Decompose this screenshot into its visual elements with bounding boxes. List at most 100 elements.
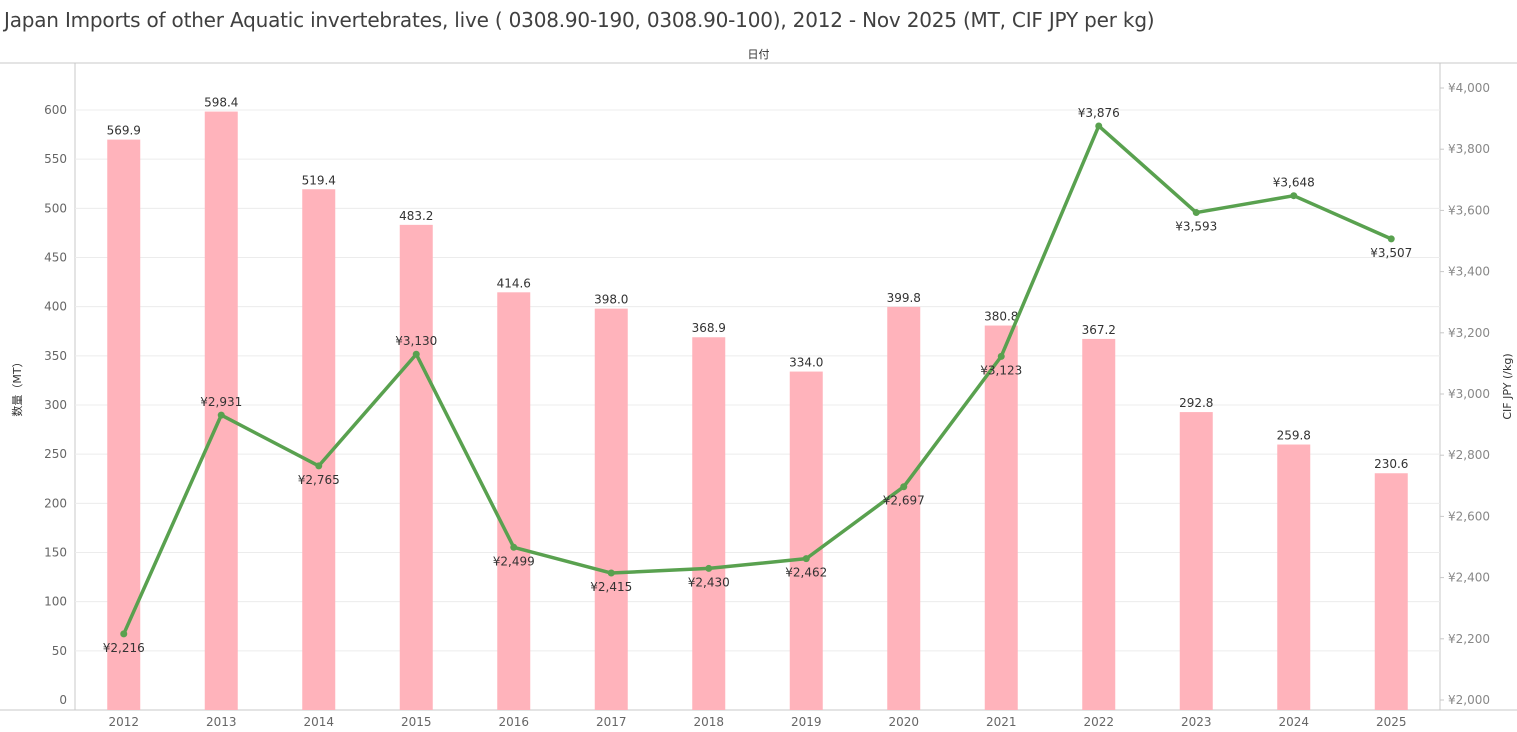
x-tick-label: 2018 (693, 715, 724, 729)
y-tick-label: 150 (44, 546, 67, 560)
price-value-label: ¥3,593 (1175, 220, 1217, 234)
y-tick-label: 250 (44, 447, 67, 461)
bar (399, 224, 433, 710)
x-tick-label: 2016 (498, 715, 529, 729)
price-point (315, 462, 323, 470)
x-tick-label: 2017 (596, 715, 627, 729)
x-tick-label: 2024 (1278, 715, 1309, 729)
bar-value-label: 414.6 (497, 276, 531, 290)
price-value-label: ¥3,507 (1370, 246, 1412, 260)
bar (1082, 338, 1116, 710)
chart-title: Japan Imports of other Aquatic invertebr… (4, 8, 1155, 32)
bar (204, 111, 238, 710)
y2-tick-label: ¥3,200 (1448, 326, 1490, 340)
price-point (217, 411, 225, 419)
price-point (802, 555, 810, 563)
y-tick-label: 0 (59, 693, 67, 707)
y2-tick-label: ¥4,000 (1448, 81, 1490, 95)
bar-value-label: 398.0 (594, 293, 628, 307)
bar (789, 371, 823, 710)
bar (497, 292, 531, 710)
price-point (120, 630, 128, 638)
y-tick-label: 100 (44, 595, 67, 609)
bar-value-label: 380.8 (984, 310, 1018, 324)
y2-tick-label: ¥2,800 (1448, 448, 1490, 462)
bar-value-label: 334.0 (789, 356, 823, 370)
bar-value-label: 368.9 (692, 321, 726, 335)
y2-tick-label: ¥3,000 (1448, 387, 1490, 401)
x-tick-label: 2015 (401, 715, 432, 729)
y2-tick-label: ¥3,800 (1448, 142, 1490, 156)
bar-value-label: 230.6 (1374, 457, 1408, 471)
bar-value-label: 292.8 (1179, 396, 1213, 410)
price-point (607, 569, 615, 577)
y-tick-label: 350 (44, 349, 67, 363)
bar-value-label: 259.8 (1277, 429, 1311, 443)
price-value-label: ¥2,415 (590, 580, 632, 594)
bar-value-label: 598.4 (204, 96, 238, 110)
x-tick-label: 2020 (888, 715, 919, 729)
bar (1277, 444, 1311, 710)
bar-value-label: 367.2 (1082, 323, 1116, 337)
price-value-label: ¥2,216 (103, 641, 145, 655)
y-axis-title: 数量（MT） (11, 356, 24, 416)
y2-axis-title: CIF JPY (/kg) (1501, 353, 1514, 419)
price-value-label: ¥3,876 (1078, 106, 1120, 120)
bar (594, 308, 628, 710)
y2-tick-label: ¥2,600 (1448, 509, 1490, 523)
price-value-label: ¥2,697 (883, 494, 925, 508)
price-point (705, 564, 713, 572)
x-tick-label: 2013 (206, 715, 237, 729)
x-tick-label: 2022 (1083, 715, 1114, 729)
bar (984, 325, 1018, 710)
price-value-label: ¥2,931 (200, 395, 242, 409)
price-point (412, 350, 420, 358)
y-tick-label: 450 (44, 251, 67, 265)
price-point (900, 483, 908, 491)
y-tick-label: 550 (44, 152, 67, 166)
column-header: 日付 (747, 48, 770, 61)
bar-value-label: 399.8 (887, 291, 921, 305)
bar-value-label: 483.2 (399, 209, 433, 223)
price-point (1192, 209, 1200, 217)
price-point (1095, 122, 1103, 130)
x-tick-label: 2025 (1376, 715, 1407, 729)
bar (692, 337, 726, 710)
x-tick-label: 2014 (303, 715, 334, 729)
price-point (1387, 235, 1395, 243)
y-tick-label: 500 (44, 201, 67, 215)
bar (1179, 412, 1213, 710)
y-tick-label: 400 (44, 300, 67, 314)
y-tick-label: 50 (52, 644, 67, 658)
y-tick-label: 300 (44, 398, 67, 412)
price-point (997, 352, 1005, 360)
bar (1374, 473, 1408, 710)
x-tick-label: 2021 (986, 715, 1017, 729)
x-tick-label: 2019 (791, 715, 822, 729)
price-value-label: ¥2,430 (688, 575, 730, 589)
price-point (1290, 192, 1298, 200)
y2-tick-label: ¥2,200 (1448, 632, 1490, 646)
price-point (510, 543, 518, 551)
y2-tick-label: ¥2,000 (1448, 693, 1490, 707)
bar (302, 189, 336, 711)
y2-tick-label: ¥3,600 (1448, 203, 1490, 217)
x-tick-label: 2012 (108, 715, 139, 729)
price-value-label: ¥2,499 (493, 554, 535, 568)
bar (887, 306, 921, 710)
price-value-label: ¥2,462 (785, 566, 827, 580)
bar (107, 139, 141, 710)
bar-value-label: 519.4 (302, 173, 336, 187)
y2-tick-label: ¥3,400 (1448, 265, 1490, 279)
y-tick-label: 200 (44, 496, 67, 510)
y2-tick-label: ¥2,400 (1448, 571, 1490, 585)
bar-value-label: 569.9 (107, 124, 141, 138)
price-value-label: ¥3,123 (980, 363, 1022, 377)
price-value-label: ¥3,130 (395, 334, 437, 348)
price-value-label: ¥2,765 (298, 473, 340, 487)
price-line (122, 124, 1392, 635)
y-tick-label: 600 (44, 103, 67, 117)
price-value-label: ¥3,648 (1273, 176, 1315, 190)
x-tick-label: 2023 (1181, 715, 1212, 729)
